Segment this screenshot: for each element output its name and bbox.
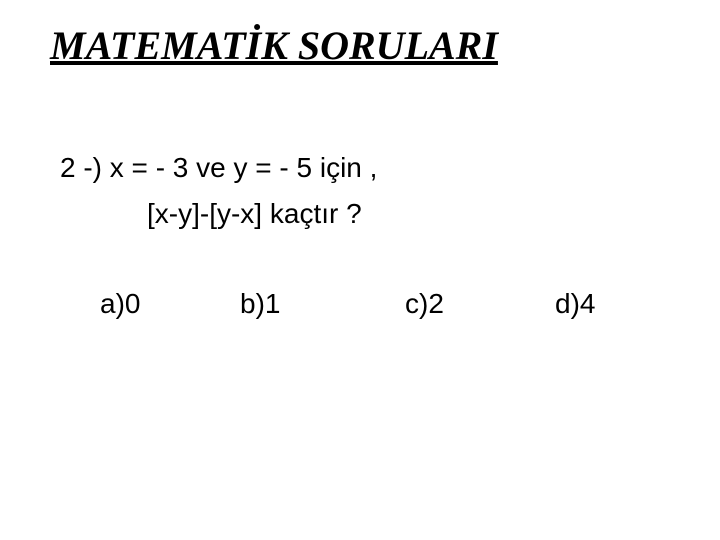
slide: MATEMATİK SORULARI 2 -) x = - 3 ve y = -… <box>0 0 720 540</box>
choice-c: c)2 <box>405 288 444 320</box>
page-title: MATEMATİK SORULARI <box>50 22 498 69</box>
choice-d: d)4 <box>555 288 595 320</box>
question-line-1: 2 -) x = - 3 ve y = - 5 için , <box>60 152 377 184</box>
choice-a: a)0 <box>100 288 140 320</box>
choice-b: b)1 <box>240 288 280 320</box>
question-line-2: [x-y]-[y-x] kaçtır ? <box>147 198 362 230</box>
